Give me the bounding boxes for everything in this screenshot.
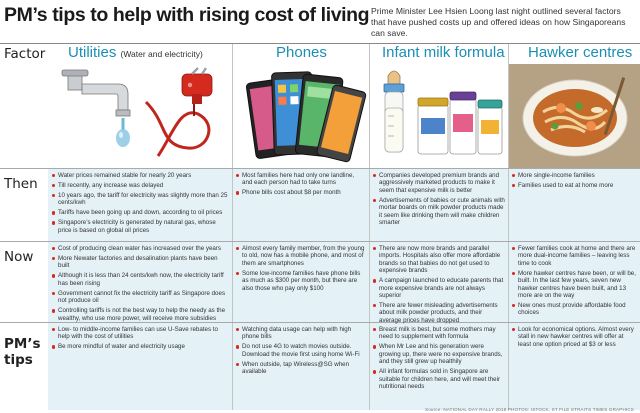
bullet-item: 10 years ago, the tariff for electricity… — [52, 192, 228, 207]
bullet-item: Although it is less than 24 cents/kwh no… — [52, 272, 228, 287]
utilities-tips-cell: Low- to middle-income families can use U… — [52, 326, 228, 353]
bullet-list: Water prices remained stable for nearly … — [52, 172, 228, 234]
bullet-item: Government cannot fix the electricity ta… — [52, 290, 228, 305]
bullet-list: Companies developed premium brands and a… — [373, 172, 505, 226]
bullet-list: Look for economical options. Almost ever… — [512, 326, 636, 348]
bullet-item: Companies developed premium brands and a… — [373, 172, 505, 194]
row-label-tips: PM’s tips — [4, 336, 41, 368]
infant-milk-tips-cell: Breast milk is best, but some mothers ma… — [373, 326, 505, 393]
bullet-list: More single-income families Families used… — [512, 172, 636, 189]
bullet-item: Look for economical options. Almost ever… — [512, 326, 636, 348]
hawker-tips-cell: Look for economical options. Almost ever… — [512, 326, 636, 351]
bullet-item: Low- to middle-income families can use U… — [52, 326, 228, 341]
bullet-item: Fewer families cook at home and there ar… — [512, 245, 636, 267]
bullet-item: When Mr Lee and his generation were grow… — [373, 343, 505, 365]
row-label-tips-line2: tips — [4, 352, 33, 368]
bullet-item: More hawker centres have been, or will b… — [512, 270, 636, 300]
bullet-item: Cost of producing clean water has increa… — [52, 245, 228, 252]
bullet-item: Tariffs have been going up and down, acc… — [52, 209, 228, 216]
bullet-item: When outside, tap Wireless@SG when avail… — [236, 361, 366, 376]
bullet-list: Breast milk is best, but some mothers ma… — [373, 326, 505, 390]
bullet-item: Till recently, any increase was delayed — [52, 182, 228, 189]
row-label-factor: Factor — [4, 46, 46, 62]
bullet-item: Families used to eat at home more — [512, 182, 636, 189]
phones-now-cell: Almost every family member, from the you… — [236, 245, 366, 295]
bullet-item: All infant formulas sold in Singapore ar… — [373, 368, 505, 390]
column-heading-utilities-label: Utilities — [68, 44, 117, 61]
bullet-item: New ones must provide affordable food ch… — [512, 302, 636, 317]
phones-tips-cell: Watching data usage can help with high p… — [236, 326, 366, 378]
bullet-item: Singapore’s electricity is generated by … — [52, 219, 228, 234]
bullet-item: More single-income families — [512, 172, 636, 179]
bullet-item: Be more mindful of water and electricity… — [52, 343, 228, 350]
row-label-tips-line1: PM’s — [4, 336, 41, 352]
column-divider — [369, 44, 370, 410]
hawker-food-illustration — [509, 64, 640, 168]
page-title: PM’s tips to help with rising cost of li… — [4, 4, 370, 26]
bullet-list: Most families here had only one landline… — [236, 172, 366, 197]
column-divider — [232, 44, 233, 410]
utilities-then-cell: Water prices remained stable for nearly … — [52, 172, 228, 237]
row-divider — [0, 168, 640, 169]
phones-illustration — [233, 64, 369, 168]
bullet-item: Do not use 4G to watch movies outside. D… — [236, 343, 366, 358]
bullet-item: Almost every family member, from the you… — [236, 245, 366, 267]
bullet-list: There are now more brands and parallel i… — [373, 245, 505, 324]
source-credit: Source: NATIONAL DAY RALLY 2018 PHOTOS: … — [425, 407, 634, 412]
bullet-item: Watching data usage can help with high p… — [236, 326, 366, 341]
bullet-item: Advertisements of babies or cute animals… — [373, 197, 505, 227]
bullet-item: Breast milk is best, but some mothers ma… — [373, 326, 505, 341]
bullet-item: Water prices remained stable for nearly … — [52, 172, 228, 179]
row-divider — [0, 322, 640, 323]
column-divider — [508, 44, 509, 410]
row-label-now: Now — [4, 249, 34, 265]
bullet-list: Cost of producing clean water has increa… — [52, 245, 228, 322]
row-divider — [0, 43, 640, 44]
bullet-item: More Newater factories and desalination … — [52, 255, 228, 270]
infant-milk-now-cell: There are now more brands and parallel i… — [373, 245, 505, 327]
bullet-item: Phone bills cost about $8 per month — [236, 189, 366, 196]
bullet-item: Most families here had only one landline… — [236, 172, 366, 187]
bullet-list: Fewer families cook at home and there ar… — [512, 245, 636, 317]
column-heading-hawker: Hawker centres — [528, 44, 633, 61]
bullet-item: A campaign launched to educate parents t… — [373, 277, 505, 299]
intro-text: Prime Minister Lee Hsien Loong last nigh… — [371, 6, 626, 38]
utilities-now-cell: Cost of producing clean water has increa… — [52, 245, 228, 325]
phones-then-cell: Most families here had only one landline… — [236, 172, 366, 199]
column-heading-phones: Phones — [276, 44, 327, 61]
hawker-now-cell: Fewer families cook at home and there ar… — [512, 245, 636, 319]
row-label-then: Then — [4, 176, 38, 192]
bullet-item: Controlling tariffs is not the best way … — [52, 307, 228, 322]
column-heading-infant-milk: Infant milk formula — [382, 44, 505, 61]
bullet-list: Almost every family member, from the you… — [236, 245, 366, 292]
bullet-list: Low- to middle-income families can use U… — [52, 326, 228, 351]
row-divider — [0, 241, 640, 242]
column-heading-utilities-sub: (Water and electricity) — [120, 49, 203, 59]
hawker-then-cell: More single-income families Families used… — [512, 172, 636, 192]
infant-milk-illustration — [370, 64, 508, 168]
infant-milk-then-cell: Companies developed premium brands and a… — [373, 172, 505, 229]
header: PM’s tips to help with rising cost of li… — [0, 0, 640, 42]
bullet-item: Some low-income families have phone bill… — [236, 270, 366, 292]
content-band — [48, 168, 640, 410]
bullet-item: There are now more brands and parallel i… — [373, 245, 505, 275]
utilities-illustration — [48, 64, 232, 168]
column-heading-utilities: Utilities (Water and electricity) — [68, 44, 203, 64]
bullet-list: Watching data usage can help with high p… — [236, 326, 366, 376]
bullet-item: There are fewer misleading advertisement… — [373, 302, 505, 324]
